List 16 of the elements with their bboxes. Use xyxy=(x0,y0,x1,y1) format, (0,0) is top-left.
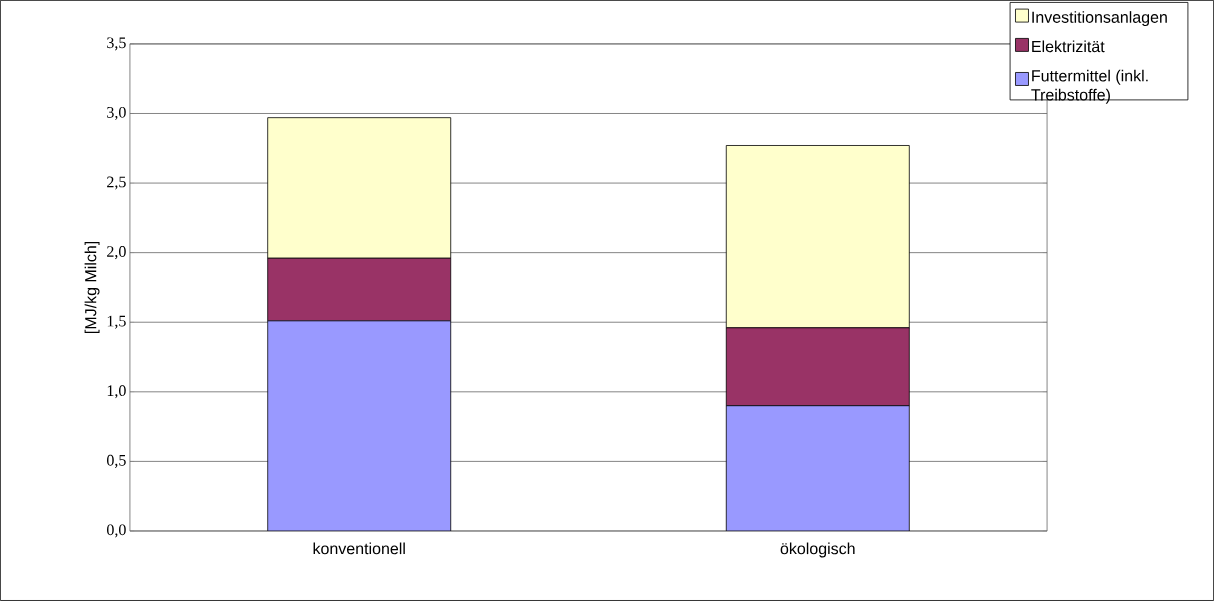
y-tick-label: 3,5 xyxy=(107,37,126,51)
y-axis-title: [MJ/kg Milch] xyxy=(84,241,100,334)
y-tick-label: 0,0 xyxy=(107,524,126,538)
legend-label: Investitionsanlagen xyxy=(1032,11,1167,27)
y-tick-label: 1,0 xyxy=(107,385,126,399)
bar xyxy=(725,405,910,532)
y-tick-label: 3,0 xyxy=(107,106,126,121)
y-tick-label: 2,5 xyxy=(107,176,126,190)
bar xyxy=(267,320,452,532)
legend-label: Futtermittel (inkl. Treibstoffe) xyxy=(1031,69,1148,104)
x-tick-label: konventionell xyxy=(313,542,405,555)
y-tick-label: 0,5 xyxy=(107,454,126,468)
x-tick-label: ökologisch xyxy=(780,542,855,558)
legend-label: Elektrizität xyxy=(1032,40,1105,53)
y-tick-label: 2,0 xyxy=(107,246,126,260)
y-tick-label: 1,5 xyxy=(107,315,126,329)
